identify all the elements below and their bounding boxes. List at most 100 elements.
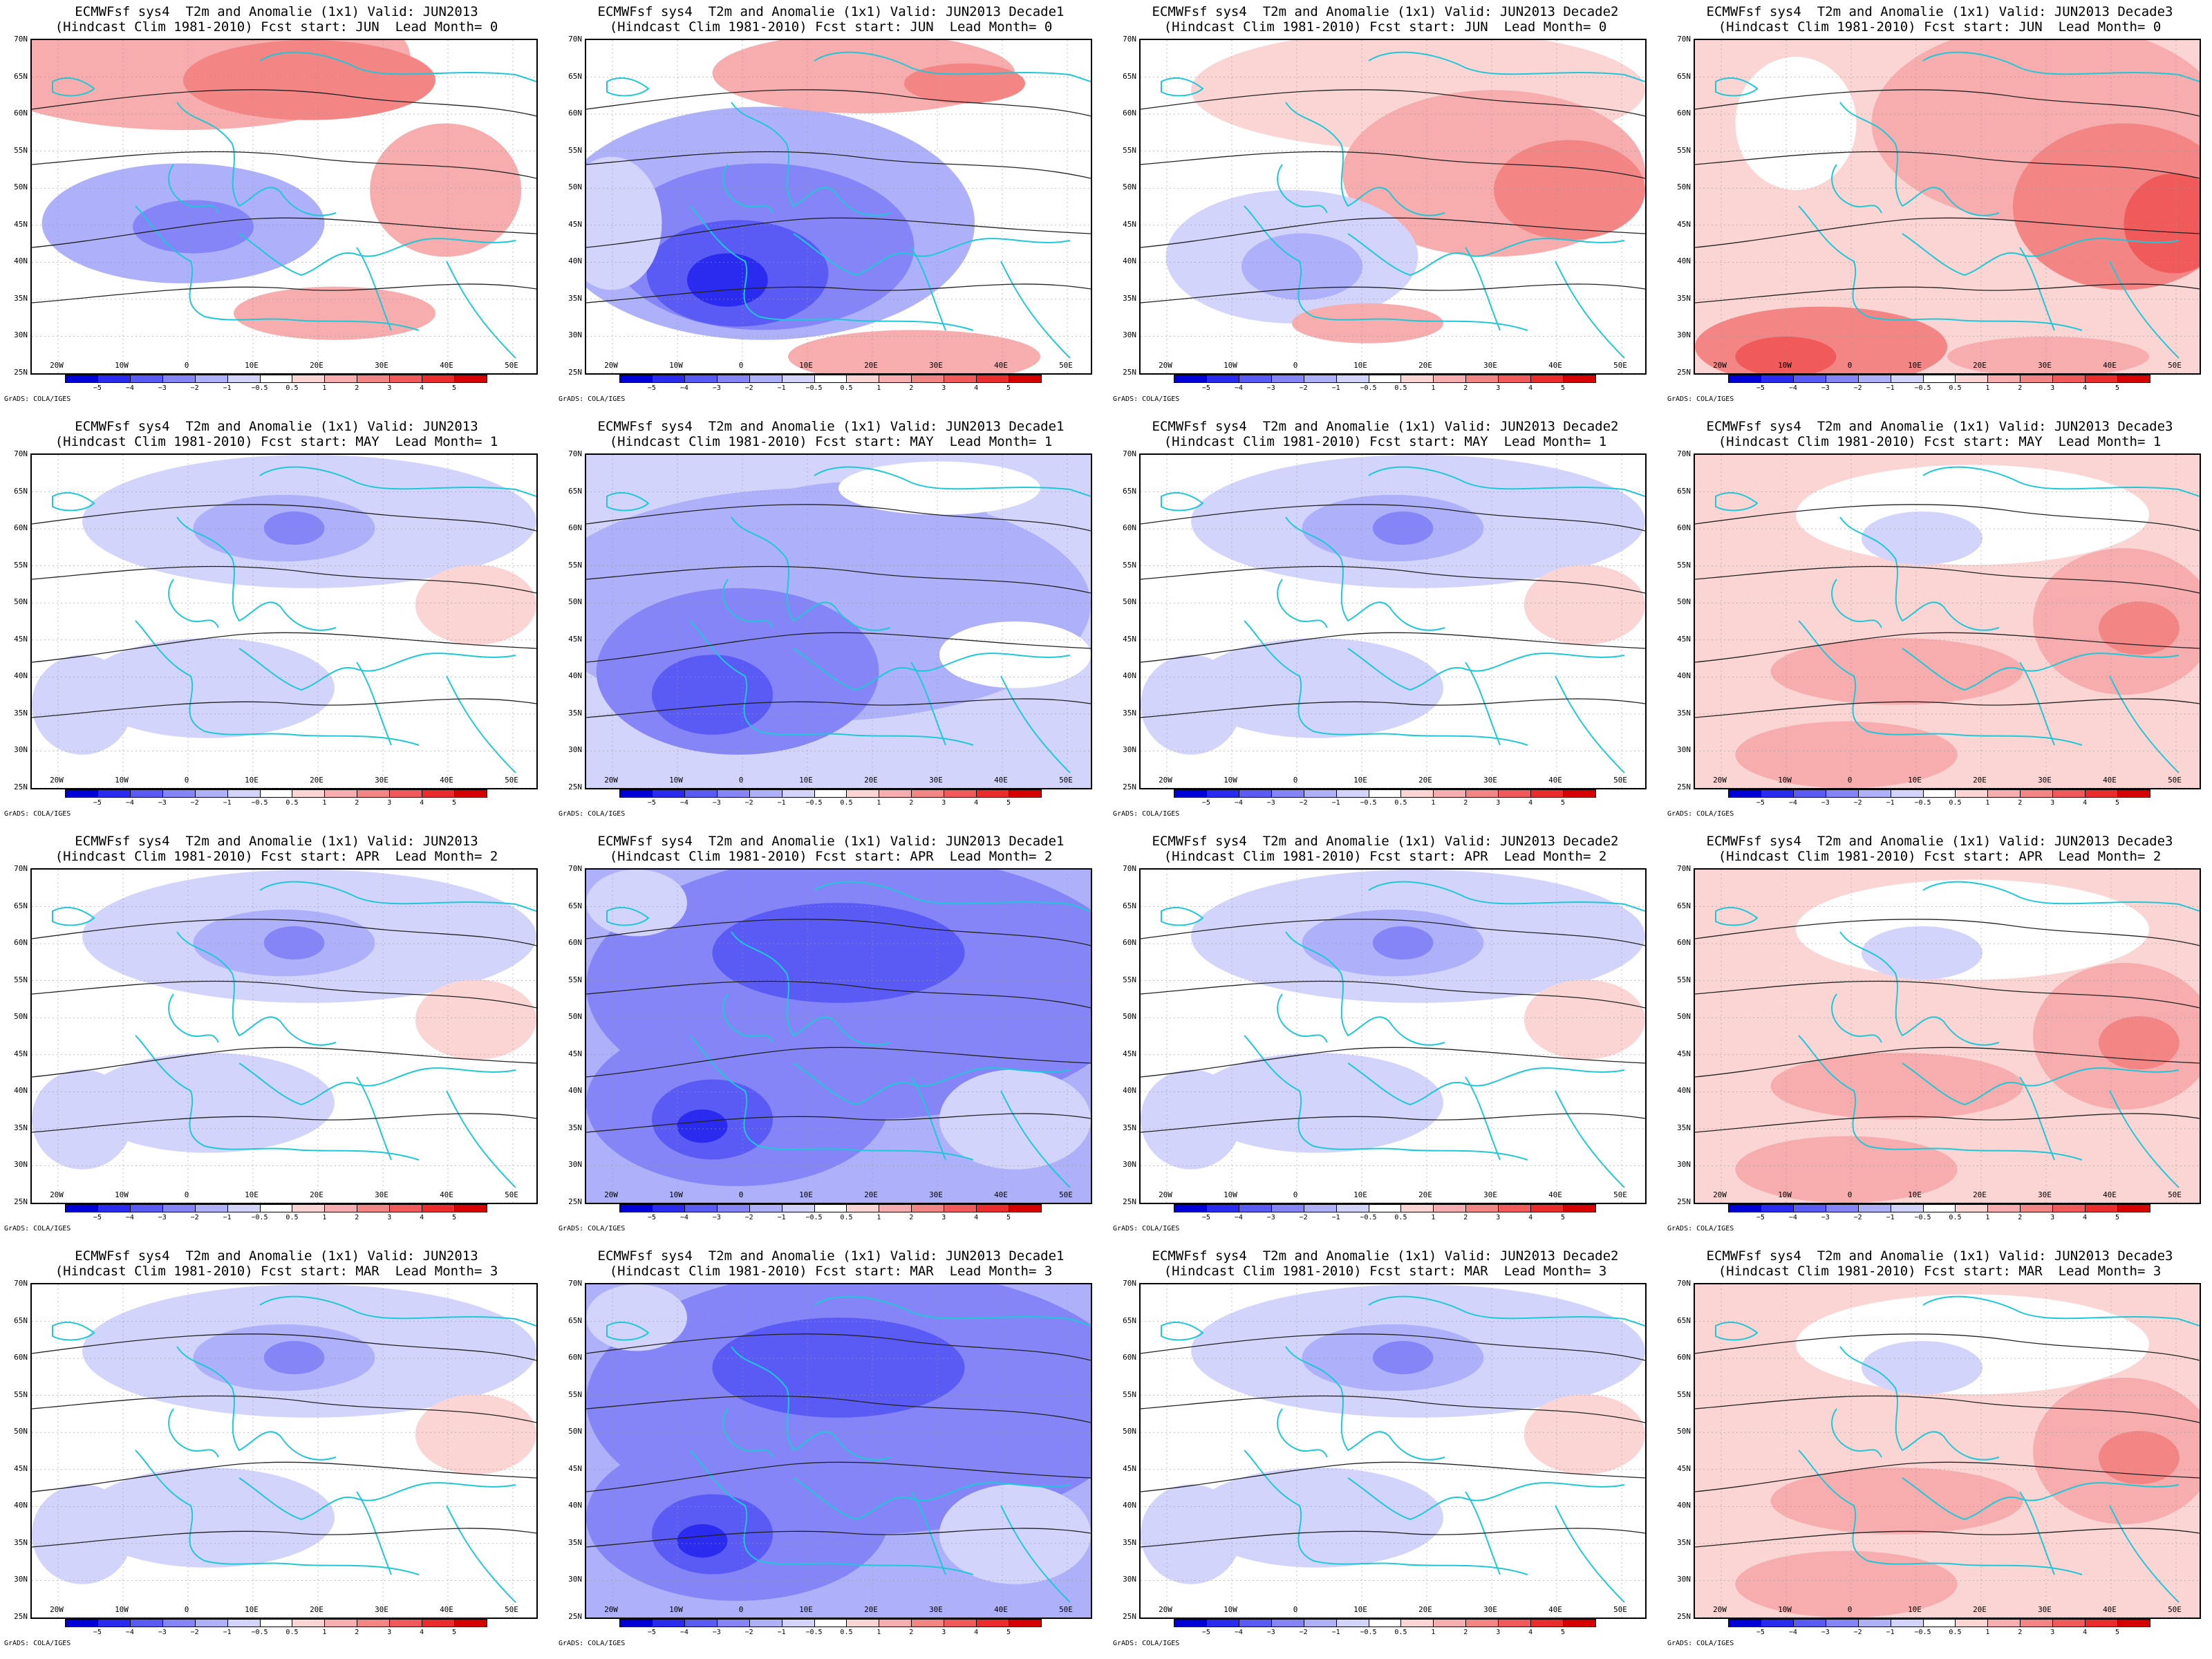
longitude-label: 50E [1059, 1605, 1073, 1614]
temperature-contour [1695, 89, 2200, 117]
longitude-label: 10W [669, 776, 683, 785]
colorbar-tick-label: −5 [647, 799, 656, 807]
colorbar-tick-label: 4 [1528, 384, 1533, 392]
latitude-label: 50N [568, 1012, 582, 1022]
temperature-contour [1141, 565, 1645, 594]
colorbar-tick-label: 0.5 [1949, 799, 1962, 807]
longitude-label: 30E [929, 1605, 943, 1614]
coastline [1347, 1062, 1625, 1106]
temperature-contour [32, 698, 536, 718]
longitude-label: 0 [1293, 1190, 1298, 1199]
colorbar-swatch [1987, 1204, 2021, 1212]
anomaly-area [586, 156, 662, 290]
colorbar-tick-label: 5 [1561, 799, 1566, 807]
colorbar-tick-label: −1 [1331, 1214, 1340, 1221]
anomaly-colorbar: −5 −4 −3 −2 −1 −0.5 0.5 1 2 3 4 5 [1174, 1619, 1596, 1636]
coastline [1277, 1408, 1328, 1458]
colorbar-swatch [389, 1204, 423, 1212]
colorbar-swatch [1238, 375, 1272, 383]
forecast-panel: ECMWFsf sys4 T2m and Anomalie (1x1) Vali… [3, 0, 550, 413]
temperature-contour [586, 89, 1091, 117]
temperature-contour [586, 632, 1091, 663]
latitude-label: 40N [1677, 256, 1691, 266]
panel-title-line1: ECMWFsf sys4 T2m and Anomalie (1x1) Vali… [75, 4, 478, 19]
anomaly-map [585, 39, 1092, 375]
latitude-label: 30N [568, 745, 582, 755]
coastline [1922, 466, 2200, 497]
longitude-label: 20E [864, 1605, 878, 1614]
colorbar-tick-label: 5 [1006, 799, 1011, 807]
colorbar-tick-label: 4 [2083, 799, 2088, 807]
colorbar-tick-label: 5 [1006, 1214, 1011, 1221]
panel-title-line2: (Hindcast Clim 1981-2010) Fcst start: MA… [1718, 1264, 2162, 1279]
latitude-label: 40N [1123, 1501, 1136, 1510]
colorbar-tick-label: 3 [1496, 1629, 1501, 1636]
coastline [606, 77, 650, 97]
colorbar-tick-label: −0.5 [1914, 799, 1931, 807]
latitude-label: 45N [568, 219, 582, 229]
panel-title-line1: ECMWFsf sys4 T2m and Anomalie (1x1) Vali… [1152, 4, 1619, 19]
colorbar-tick-label: −5 [647, 1214, 656, 1221]
latitude-label: 30N [1677, 1575, 1691, 1584]
colorbar-tick-label: 2 [909, 799, 914, 807]
anomaly-colorbar: −5 −4 −3 −2 −1 −0.5 0.5 1 2 3 4 5 [619, 375, 1042, 392]
colorbar-swatch [879, 1204, 912, 1212]
temperature-contour [32, 151, 536, 179]
coastline [1798, 1450, 2083, 1575]
colorbar-swatch [324, 375, 358, 383]
longitude-label: 0 [184, 361, 189, 370]
colorbar-tick-label: 2 [2018, 1214, 2023, 1221]
colorbar-tick-label: 5 [452, 384, 457, 392]
anomaly-area [677, 1109, 728, 1143]
colorbar-swatch [716, 1619, 750, 1627]
colorbar-swatch [1238, 1619, 1272, 1627]
coastline [1798, 1035, 2083, 1161]
colorbar-tick-label: −0.5 [805, 799, 823, 807]
colorbar-tick-label: −2 [190, 1214, 199, 1221]
temperature-contour [1141, 1528, 1645, 1548]
longitude-label: 10E [799, 1605, 813, 1614]
panel-title-line1: ECMWFsf sys4 T2m and Anomalie (1x1) Vali… [597, 834, 1065, 849]
coastline [1715, 906, 1759, 926]
grads-credit: GrADS: COLA/IGES [4, 810, 71, 818]
longitude-label: 30E [2038, 1605, 2052, 1614]
colorbar-tick-label: 3 [387, 384, 392, 392]
colorbar-tick-label: 3 [387, 1214, 392, 1221]
anomaly-area [1947, 336, 2149, 373]
colorbar-tick-label: −2 [744, 384, 753, 392]
colorbar-tick-label: −3 [712, 1214, 721, 1221]
coastline [606, 1321, 650, 1341]
latitude-label: 65N [1677, 901, 1691, 910]
longitude-label: 30E [929, 361, 943, 370]
colorbar-tick-label: 2 [355, 1629, 359, 1636]
colorbar-swatch [389, 375, 423, 383]
latitude-label: 65N [1123, 1315, 1136, 1325]
colorbar-tick-label: 4 [420, 799, 424, 807]
coastline [606, 491, 650, 512]
longitude-label: 40E [1548, 1190, 1562, 1199]
colorbar-tick-label: −3 [1266, 799, 1275, 807]
coastline [606, 906, 650, 926]
longitude-label: 10W [1778, 776, 1792, 785]
anomaly-map [1694, 868, 2201, 1204]
colorbar-swatch [1498, 1619, 1532, 1627]
coastline [1902, 648, 2180, 691]
longitude-label: 20W [1159, 1190, 1172, 1199]
colorbar-swatch [1174, 789, 1207, 798]
latitude-label: 45N [1677, 634, 1691, 644]
colorbar-tick-label: −1 [223, 1214, 232, 1221]
anomaly-area [1770, 638, 2023, 705]
latitude-label: 40N [1123, 671, 1136, 681]
colorbar-swatch [2052, 789, 2086, 798]
anomaly-area [2099, 1016, 2180, 1070]
anomaly-area [1524, 980, 1645, 1060]
coastline [1000, 675, 1071, 774]
coastline [52, 77, 95, 97]
anomaly-map [1694, 39, 2201, 375]
coastline [1285, 516, 1445, 631]
colorbar-tick-label: −1 [1886, 799, 1895, 807]
latitude-label: 25N [14, 782, 28, 791]
colorbar-tick-label: 4 [2083, 1214, 2088, 1221]
colorbar-swatch [65, 789, 98, 798]
forecast-panel: ECMWFsf sys4 T2m and Anomalie (1x1) Vali… [1112, 0, 1659, 413]
